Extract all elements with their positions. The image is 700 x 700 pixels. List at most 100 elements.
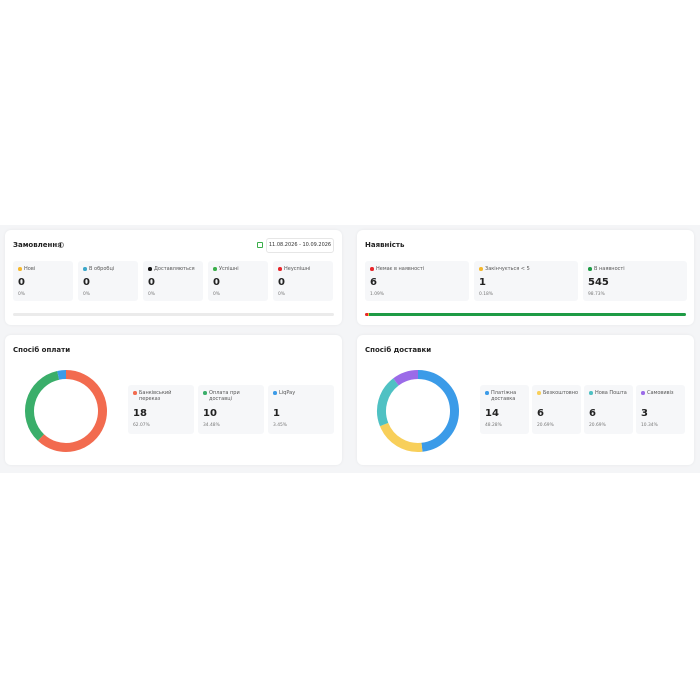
stat-percent: 0%	[148, 292, 155, 297]
stat-label: Успішні	[219, 265, 239, 272]
stat-label: В обробці	[89, 265, 115, 272]
stat-percent: 0%	[18, 292, 25, 297]
stat-percent: 20.69%	[537, 423, 554, 428]
stat-card: Успішні 0 0%	[208, 261, 268, 301]
stat-percent: 98.73%	[588, 292, 605, 297]
stat-label: Самовивіз	[647, 389, 674, 396]
stat-value: 0	[18, 277, 25, 288]
legend-dot	[83, 267, 87, 271]
stat-value: 545	[588, 277, 609, 288]
stat-percent: 0%	[278, 292, 285, 297]
stat-card: Оплата при доставці 10 34.48%	[198, 385, 264, 434]
stat-value: 0	[213, 277, 220, 288]
stat-value: 18	[133, 408, 147, 419]
availability-panel: Наявність Немає в наявності 6 1.09% Закінчує…	[357, 230, 694, 325]
stat-card: Закінчується < 5 1 0.18%	[474, 261, 578, 301]
stat-percent: 34.48%	[203, 423, 220, 428]
legend-dot	[588, 267, 592, 271]
stat-card: Неуспішні 0 0%	[273, 261, 333, 301]
stat-card: Доставляються 0 0%	[143, 261, 203, 301]
stat-value: 3	[641, 408, 648, 419]
stat-label: Закінчується < 5	[485, 265, 530, 272]
legend-dot	[537, 391, 541, 395]
stat-card: Самовивіз 3 10.34%	[636, 385, 685, 434]
donut-segment	[377, 378, 399, 427]
donut-chart	[25, 370, 107, 452]
progress-segment	[369, 313, 686, 316]
panel-title: Наявність	[365, 241, 405, 249]
payment-panel: Спосіб оплати Банківський переказ 18 62.07%…	[5, 335, 342, 465]
stat-card: Безкоштовно 6 20.69%	[532, 385, 581, 434]
stat-value: 0	[148, 277, 155, 288]
panel-title: Спосіб доставки	[365, 346, 432, 354]
stat-value: 1	[273, 408, 280, 419]
stat-percent: 62.07%	[133, 423, 150, 428]
panel-title: Спосіб оплати	[13, 346, 71, 354]
donut-chart	[377, 370, 459, 452]
stat-label: Доставляються	[154, 265, 195, 272]
legend-dot	[278, 267, 282, 271]
donut-segment	[379, 422, 423, 452]
legend-dot	[18, 267, 22, 271]
stat-percent: 0%	[83, 292, 90, 297]
legend-dot	[213, 267, 217, 271]
legend-dot	[370, 267, 374, 271]
progress-track	[365, 313, 686, 316]
stat-value: 10	[203, 408, 217, 419]
stat-label: В наявності	[594, 265, 625, 272]
stat-value: 14	[485, 408, 499, 419]
legend-dot	[133, 391, 137, 395]
stat-percent: 0%	[213, 292, 220, 297]
calendar-icon	[257, 242, 263, 248]
legend-dot	[641, 391, 645, 395]
stat-card: В наявності 545 98.73%	[583, 261, 687, 301]
date-range[interactable]: 11.08.2026 - 10.09.2026	[266, 238, 334, 253]
donut-segment	[57, 370, 67, 380]
progress-track	[13, 313, 334, 316]
stat-percent: 0.18%	[479, 292, 493, 297]
donut-segment	[37, 370, 107, 452]
stat-value: 0	[278, 277, 285, 288]
stat-card: LiqPay 1 3.45%	[268, 385, 334, 434]
stat-value: 1	[479, 277, 486, 288]
legend-dot	[479, 267, 483, 271]
panel-title: Замовлення	[13, 241, 62, 249]
stat-value: 0	[83, 277, 90, 288]
stat-card: Нова Пошта 6 20.69%	[584, 385, 633, 434]
stat-percent: 10.34%	[641, 423, 658, 428]
stat-label: Оплата при доставці	[209, 389, 240, 402]
legend-dot	[203, 391, 207, 395]
stat-label: Нові	[24, 265, 36, 272]
stat-percent: 20.69%	[589, 423, 606, 428]
stat-value: 6	[537, 408, 544, 419]
legend-dot	[148, 267, 152, 271]
stat-label: Немає в наявності	[376, 265, 425, 272]
progress-segment	[368, 313, 370, 316]
delivery-panel: Спосіб доставки Платіжна доставка 14 48.28%…	[357, 335, 694, 465]
stat-card: Немає в наявності 6 1.09%	[365, 261, 469, 301]
stat-label: LiqPay	[279, 389, 296, 396]
stat-card: Платіжна доставка 14 48.28%	[480, 385, 529, 434]
stat-label: Нова Пошта	[595, 389, 627, 396]
info-icon	[58, 242, 64, 248]
donut-segment	[393, 370, 419, 386]
donut-segment	[25, 370, 60, 441]
stat-percent: 48.28%	[485, 423, 502, 428]
stat-label: Безкоштовно	[543, 389, 579, 396]
stat-percent: 1.09%	[370, 292, 384, 297]
stat-label: Неуспішні	[284, 265, 311, 272]
legend-dot	[485, 391, 489, 395]
stat-percent: 3.45%	[273, 423, 287, 428]
stat-label: Банківський переказ	[139, 389, 172, 402]
stat-value: 6	[589, 408, 596, 419]
donut-segment	[417, 370, 459, 452]
legend-dot	[589, 391, 593, 395]
legend-dot	[273, 391, 277, 395]
stat-card: Банківський переказ 18 62.07%	[128, 385, 194, 434]
progress-segment	[365, 313, 369, 316]
stat-label: Платіжна доставка	[491, 389, 517, 402]
orders-panel: Замовлення 11.08.2026 - 10.09.2026 Нові 0 0%…	[5, 230, 342, 325]
stat-value: 6	[370, 277, 377, 288]
stat-card: В обробці 0 0%	[78, 261, 138, 301]
